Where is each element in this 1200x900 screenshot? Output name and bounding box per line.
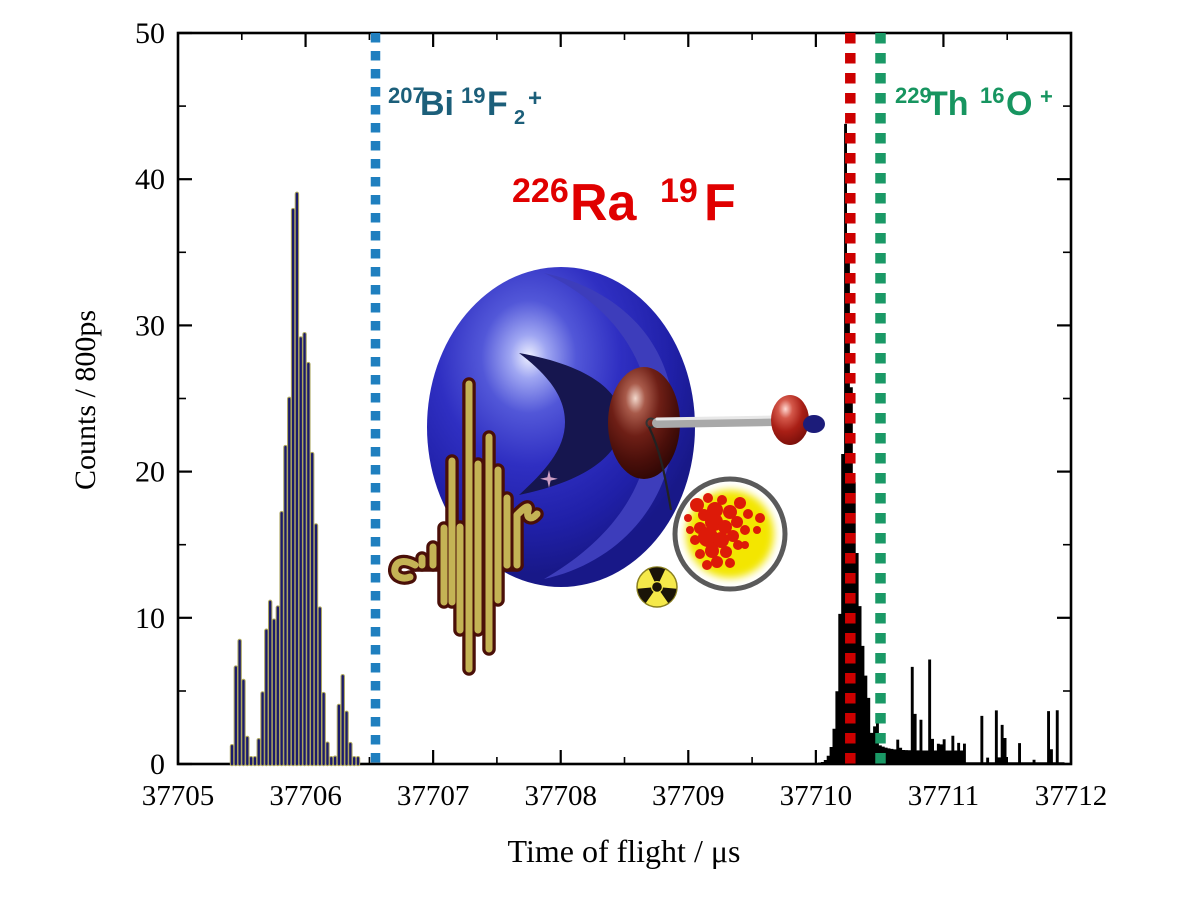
- svg-text:Ra: Ra: [570, 174, 638, 232]
- svg-text:16: 16: [980, 83, 1004, 108]
- svg-text:19: 19: [660, 172, 698, 210]
- svg-text:+: +: [1040, 84, 1053, 109]
- svg-text:Th: Th: [927, 85, 969, 123]
- svg-text:19: 19: [461, 83, 485, 108]
- svg-text:Bi: Bi: [420, 85, 454, 123]
- svg-text:37709: 37709: [652, 780, 725, 812]
- svg-text:37712: 37712: [1035, 780, 1108, 812]
- svg-text:10: 10: [135, 602, 165, 635]
- svg-text:O: O: [1006, 85, 1032, 123]
- svg-text:37706: 37706: [269, 780, 342, 812]
- svg-text:F: F: [487, 85, 508, 123]
- svg-text:0: 0: [150, 748, 165, 781]
- svg-text:37708: 37708: [524, 780, 597, 812]
- svg-text:Time of flight / μs: Time of flight / μs: [508, 833, 741, 869]
- svg-text:40: 40: [135, 163, 165, 196]
- svg-text:30: 30: [135, 309, 165, 342]
- svg-text:Counts / 800ps: Counts / 800ps: [69, 310, 102, 490]
- svg-text:20: 20: [135, 456, 165, 489]
- svg-text:37705: 37705: [142, 780, 215, 812]
- svg-text:226: 226: [512, 172, 569, 210]
- svg-text:37710: 37710: [780, 780, 853, 812]
- svg-text:F: F: [704, 174, 736, 232]
- svg-text:+: +: [528, 85, 542, 112]
- svg-text:2: 2: [514, 107, 525, 129]
- svg-text:37707: 37707: [397, 780, 470, 812]
- svg-text:37711: 37711: [908, 780, 979, 812]
- svg-text:50: 50: [135, 17, 165, 50]
